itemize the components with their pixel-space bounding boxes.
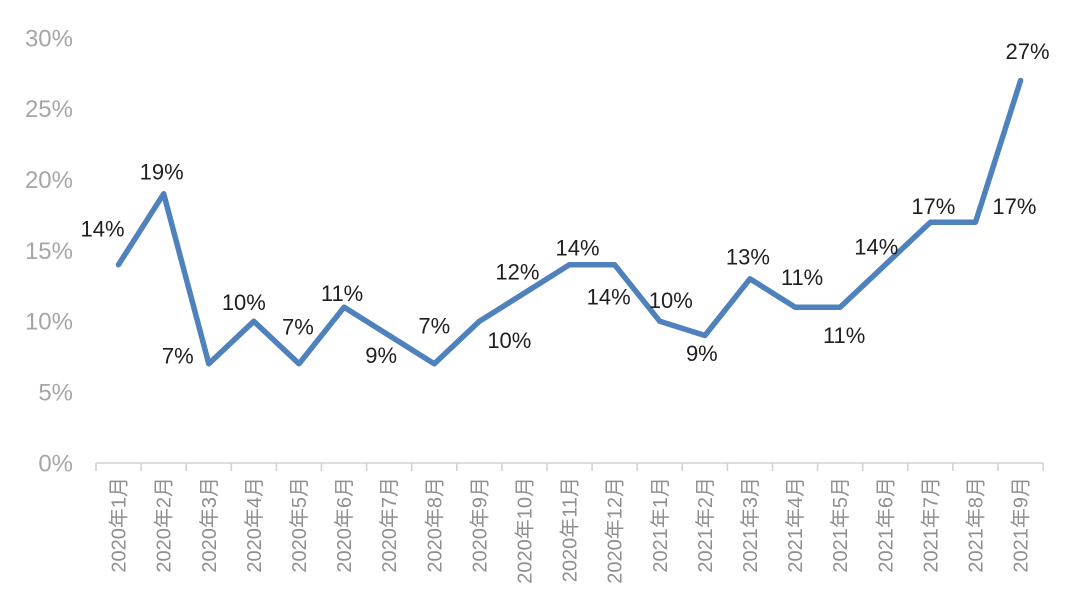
data-label: 14% xyxy=(854,234,898,259)
data-labels: 14% 19% 7% 10% 7% 11% 9% 7% 10% 12% 14% 14% 10% 9% 13%… xyxy=(81,39,1050,368)
x-axis-tick-label: 2021年2月 xyxy=(694,477,717,573)
data-label: 14% xyxy=(556,235,600,260)
x-axis-tick-label: 2020年6月 xyxy=(333,477,356,573)
x-axis-tick-label: 2021年7月 xyxy=(919,477,942,573)
x-axis-tick-label: 2020年12月 xyxy=(604,477,627,584)
x-axis-tick-label: 2021年1月 xyxy=(649,477,672,573)
x-axis-tick-label: 2021年5月 xyxy=(829,477,852,573)
x-axis-tick-label: 2020年7月 xyxy=(378,477,401,573)
x-axis-tick-label: 2021年3月 xyxy=(739,477,762,573)
data-label: 11% xyxy=(781,265,823,290)
data-label: 13% xyxy=(726,245,770,270)
data-label: 19% xyxy=(140,160,184,185)
data-label: 14% xyxy=(587,284,631,309)
y-axis-tick-label: 10% xyxy=(25,309,73,336)
x-axis-tick-label: 2021年8月 xyxy=(964,477,987,573)
data-label: 17% xyxy=(911,194,955,219)
y-axis-tick-label: 5% xyxy=(38,380,73,407)
x-axis-tick-label: 2020年2月 xyxy=(153,477,176,573)
x-axis: 2020年1月 2020年2月 2020年3月 2020年4月 2020年5月 2020年… xyxy=(95,462,1044,584)
data-label: 10% xyxy=(649,288,693,313)
x-axis-tick-label: 2020年11月 xyxy=(559,477,582,582)
x-axis-tick-label: 2021年6月 xyxy=(874,477,897,573)
data-label: 14% xyxy=(81,216,125,241)
x-axis-tick-label: 2020年1月 xyxy=(108,477,131,573)
y-axis-tick-label: 30% xyxy=(25,25,73,52)
x-axis-tick-label: 2021年9月 xyxy=(1010,477,1033,573)
data-label: 12% xyxy=(495,260,539,285)
x-axis-tick-label: 2020年3月 xyxy=(198,477,221,573)
data-label: 9% xyxy=(365,343,397,368)
data-label: 27% xyxy=(1006,39,1050,64)
y-axis-tick-label: 15% xyxy=(25,238,73,265)
x-axis-tick-label: 2020年8月 xyxy=(423,477,446,573)
data-label: 17% xyxy=(992,194,1036,219)
data-label: 10% xyxy=(222,290,266,315)
x-axis-tick-label: 2020年10月 xyxy=(513,477,536,584)
data-label: 7% xyxy=(162,344,194,369)
x-axis-tick-label: 2020年9月 xyxy=(468,477,491,573)
y-axis-tick-label: 25% xyxy=(25,96,73,123)
y-axis: 0% 5% 10% 15% 20% 25% 30% xyxy=(25,25,73,477)
data-label: 10% xyxy=(487,328,531,353)
x-axis-tick-label: 2021年4月 xyxy=(784,477,807,573)
x-axis-tick-label: 2020年4月 xyxy=(243,477,266,573)
y-axis-tick-label: 20% xyxy=(25,167,73,194)
series-line xyxy=(115,77,1024,367)
data-label: 7% xyxy=(418,314,450,339)
y-axis-tick-label: 0% xyxy=(38,450,73,477)
data-label: 11% xyxy=(321,281,363,306)
data-label: 9% xyxy=(686,341,718,366)
data-label: 7% xyxy=(282,315,314,340)
data-label: 11% xyxy=(823,323,865,348)
x-axis-tick-label: 2020年5月 xyxy=(288,477,311,573)
